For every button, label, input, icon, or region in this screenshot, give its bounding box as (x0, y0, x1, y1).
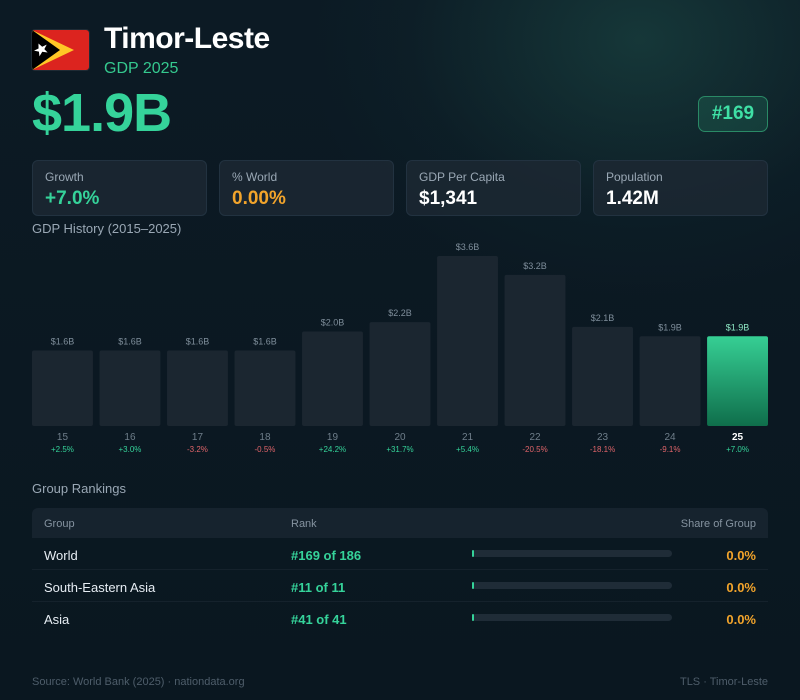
column-header-group: Group (44, 518, 75, 530)
gdp-value: $1.9B (32, 83, 172, 143)
row-rank: #11 of 11 (291, 580, 346, 595)
growth-label: -9.1% (660, 445, 681, 454)
growth-label: +31.7% (386, 445, 413, 454)
growth-label: +24.2% (319, 445, 346, 454)
column-header-rank: Rank (291, 518, 317, 530)
rankings-title: Group Rankings (32, 481, 126, 496)
bar-value-label: $1.6B (118, 336, 142, 346)
stat-card-gdp-per-capita: GDP Per Capita $1,341 (406, 160, 581, 216)
x-tick-label: 21 (462, 432, 474, 443)
bar-value-label: $2.2B (388, 308, 412, 318)
x-tick-label: 20 (394, 432, 406, 443)
x-tick-label: 19 (327, 432, 339, 443)
gdp-year-subtitle: GDP 2025 (104, 60, 179, 77)
growth-label: -18.1% (590, 445, 615, 454)
bar-value-label: $1.9B (726, 322, 750, 332)
bar-value-label: $1.9B (658, 322, 682, 332)
stat-label: % World (232, 170, 278, 184)
column-header-share: Share of Group (680, 518, 756, 530)
stat-card-population: Population 1.42M (593, 160, 768, 216)
bar-value-label: $2.0B (321, 318, 345, 328)
x-tick-label: 15 (57, 432, 69, 443)
chart-bar (32, 350, 93, 426)
x-tick-label: 22 (529, 432, 541, 443)
chart-bar (504, 274, 566, 426)
row-share: 0.0% (726, 548, 756, 563)
bar-value-label: $1.6B (253, 336, 277, 346)
stat-value: +7.0% (45, 188, 100, 209)
timor-leste-flag-icon (32, 30, 89, 70)
row-group: World (44, 548, 78, 563)
stat-card-growth: Growth +7.0% (32, 160, 207, 216)
source-footer: Source: World Bank (2025) · nationdata.o… (32, 676, 245, 688)
x-tick-label: 17 (192, 432, 204, 443)
stat-value: 0.00% (232, 188, 286, 209)
stat-card-world-share: % World 0.00% (219, 160, 394, 216)
stat-label: Growth (45, 170, 84, 184)
growth-label: +7.0% (726, 445, 749, 454)
table-row: World #169 of 186 0.0% (32, 538, 768, 570)
row-group: Asia (44, 612, 70, 627)
stat-value: $1,341 (419, 188, 478, 209)
chart-bar (707, 336, 768, 426)
bar-value-label: $3.2B (523, 261, 547, 271)
chart-bar (572, 326, 633, 426)
country-name: Timor-Leste (104, 22, 270, 55)
bar-value-label: $3.6B (456, 242, 480, 252)
share-bar (472, 614, 672, 621)
row-share: 0.0% (726, 612, 756, 627)
chart-bar (437, 256, 498, 426)
chart-bar (234, 350, 296, 426)
bar-value-label: $1.6B (51, 336, 75, 346)
chart-bar (639, 336, 701, 426)
rankings-table: Group Rank Share of Group World #169 of … (32, 508, 768, 634)
share-bar (472, 582, 672, 589)
share-bar (472, 550, 672, 557)
gdp-history-chart: $1.6B 15 +2.5% $1.6B 16 +3.0% $1.6B 17 -3.2% $1.6… (32, 242, 768, 454)
row-rank: #41 of 41 (291, 612, 347, 627)
growth-label: +2.5% (51, 445, 74, 454)
growth-label: -0.5% (255, 445, 276, 454)
row-share: 0.0% (726, 580, 756, 595)
growth-label: -20.5% (522, 445, 547, 454)
chart-bar (167, 350, 228, 426)
growth-label: +3.0% (119, 445, 142, 454)
bar-value-label: $2.1B (591, 313, 615, 323)
share-bar-fill (472, 614, 474, 621)
country-code-footer: TLS · Timor-Leste (679, 676, 768, 688)
chart-bar (99, 350, 161, 426)
share-bar-fill (472, 550, 474, 557)
growth-label: +5.4% (456, 445, 479, 454)
stat-value: 1.42M (606, 188, 659, 209)
row-group: South-Eastern Asia (44, 580, 156, 595)
chart-title: GDP History (2015–2025) (32, 221, 182, 236)
world-rank-badge: #169 (698, 96, 768, 132)
x-tick-label: 24 (664, 432, 676, 443)
stat-label: GDP Per Capita (419, 170, 505, 184)
growth-label: -3.2% (187, 445, 208, 454)
share-bar-fill (472, 582, 474, 589)
table-header: Group Rank Share of Group (32, 508, 768, 538)
table-row: South-Eastern Asia #11 of 11 0.0% (32, 570, 768, 602)
x-tick-label: 25 (732, 432, 744, 443)
row-rank: #169 of 186 (291, 548, 362, 563)
x-tick-label: 23 (597, 432, 609, 443)
table-row: Asia #41 of 41 0.0% (32, 602, 768, 634)
x-tick-label: 16 (124, 432, 136, 443)
chart-bar (302, 331, 363, 426)
stat-label: Population (606, 170, 663, 184)
bar-value-label: $1.6B (186, 336, 210, 346)
chart-bar (369, 322, 431, 426)
x-tick-label: 18 (259, 432, 271, 443)
